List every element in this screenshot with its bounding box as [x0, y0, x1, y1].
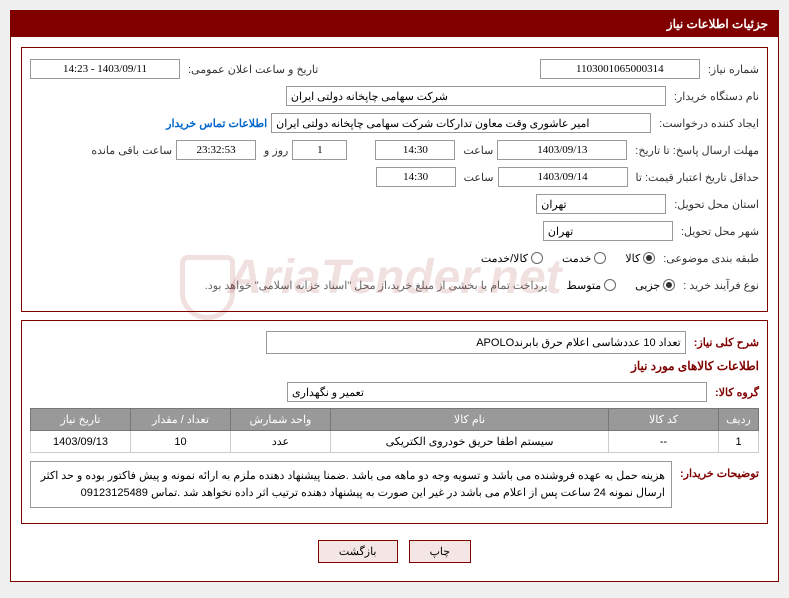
province-label: استان محل تحویل: [670, 198, 759, 211]
print-button[interactable]: چاپ [409, 540, 472, 563]
requester-label: ایجاد کننده درخواست: [655, 117, 759, 130]
table-row: 1 -- سیستم اطفا حریق خودروی الکتریکی عدد… [31, 431, 759, 453]
remaining-label: ساعت باقی مانده [87, 144, 172, 157]
requester-value: امیر عاشوری وقت معاون تدارکات شرکت سهامی… [271, 113, 651, 133]
general-desc-value: تعداد 10 عددشاسی اعلام حرق بابرندAPOLO [266, 331, 686, 354]
button-row: چاپ بازگشت [21, 532, 768, 571]
goods-group-value: تعمیر و نگهداری [287, 382, 707, 402]
th-name: نام کالا [331, 409, 609, 431]
buyer-notes-value: هزینه حمل به عهده فروشنده می باشد و تسوی… [30, 461, 672, 508]
info-fieldset: شماره نیاز: 1103001065000314 تاریخ و ساع… [21, 47, 768, 312]
td-num: 1 [719, 431, 759, 453]
th-unit: واحد شمارش [231, 409, 331, 431]
days-and-label: روز و [260, 144, 288, 157]
category-label: طبقه بندی موضوعی: [659, 252, 759, 265]
main-panel: جزئیات اطلاعات نیاز شماره نیاز: 11030010… [10, 10, 779, 582]
td-unit: عدد [231, 431, 331, 453]
radio-both-label: کالا/خدمت [481, 252, 528, 265]
need-number-value: 1103001065000314 [540, 59, 700, 79]
details-fieldset: شرح کلی نیاز: تعداد 10 عددشاسی اعلام حرق… [21, 320, 768, 524]
radio-service-icon [594, 252, 606, 264]
radio-medium-label: متوسط [567, 279, 602, 292]
city-label: شهر محل تحویل: [677, 225, 759, 238]
td-code: -- [609, 431, 719, 453]
validity-label: حداقل تاریخ اعتبار قیمت: تا [632, 171, 759, 184]
radio-partial-label: جزیی [635, 279, 660, 292]
radio-both-icon [531, 252, 543, 264]
process-note: پرداخت تمام یا بخشی از مبلغ خرید،از محل … [205, 279, 548, 292]
announce-label: تاریخ و ساعت اعلان عمومی: [184, 63, 318, 76]
td-qty: 10 [131, 431, 231, 453]
goods-group-label: گروه کالا: [711, 386, 759, 399]
goods-table: ردیف کد کالا نام کالا واحد شمارش تعداد /… [30, 408, 759, 453]
th-row: ردیف [719, 409, 759, 431]
th-qty: تعداد / مقدار [131, 409, 231, 431]
panel-header: جزئیات اطلاعات نیاز [11, 11, 778, 37]
need-number-label: شماره نیاز: [704, 63, 759, 76]
time-label-2: ساعت [460, 171, 494, 184]
radio-goods-icon [643, 252, 655, 264]
general-desc-label: شرح کلی نیاز: [690, 336, 759, 349]
radio-service-label: خدمت [562, 252, 591, 265]
goods-info-title: اطلاعات کالاهای مورد نیاز [30, 359, 759, 373]
back-button[interactable]: بازگشت [318, 540, 398, 563]
buyer-org-value: شرکت سهامی چاپخانه دولتی ایران [286, 86, 666, 106]
announce-value: 1403/09/11 - 14:23 [30, 59, 180, 79]
th-date: تاریخ نیاز [31, 409, 131, 431]
validity-time: 14:30 [376, 167, 456, 187]
deadline-label: مهلت ارسال پاسخ: تا تاریخ: [631, 144, 759, 157]
radio-service[interactable]: خدمت [562, 252, 606, 265]
contact-link[interactable]: اطلاعات تماس خریدار [166, 117, 267, 130]
buyer-notes-label: توضیحات خریدار: [676, 461, 759, 480]
deadline-time: 14:30 [375, 140, 455, 160]
radio-medium-icon [604, 279, 616, 291]
city-value: تهران [543, 221, 673, 241]
validity-date: 1403/09/14 [498, 167, 628, 187]
buyer-org-label: نام دستگاه خریدار: [670, 90, 759, 103]
radio-both[interactable]: کالا/خدمت [481, 252, 543, 265]
days-count: 1 [292, 140, 347, 160]
radio-goods-label: کالا [625, 252, 640, 265]
radio-goods[interactable]: کالا [625, 252, 655, 265]
radio-partial[interactable]: جزیی [635, 279, 675, 292]
radio-partial-icon [663, 279, 675, 291]
th-code: کد کالا [609, 409, 719, 431]
countdown: 23:32:53 [176, 140, 256, 160]
radio-medium[interactable]: متوسط [567, 279, 617, 292]
td-name: سیستم اطفا حریق خودروی الکتریکی [331, 431, 609, 453]
deadline-date: 1403/09/13 [497, 140, 627, 160]
time-label-1: ساعت [459, 144, 493, 157]
province-value: تهران [536, 194, 666, 214]
process-label: نوع فرآیند خرید : [679, 279, 759, 292]
td-date: 1403/09/13 [31, 431, 131, 453]
